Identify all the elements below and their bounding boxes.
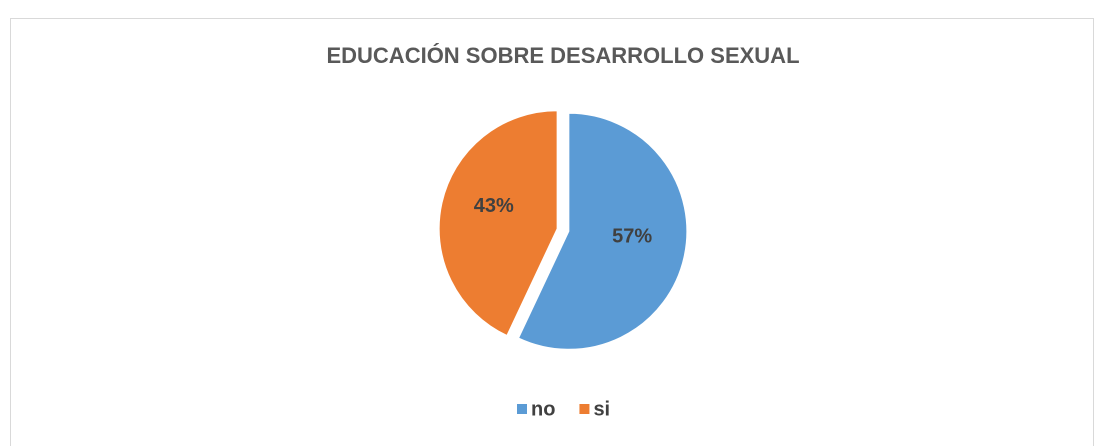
chart-title: EDUCACIÓN SOBRE DESARROLLO SEXUAL [326, 43, 799, 68]
pie-slice [438, 110, 558, 337]
pie-slice [517, 112, 688, 350]
data-label: 43% [474, 195, 514, 217]
data-label: 57% [612, 226, 652, 248]
legend-swatch [579, 404, 590, 414]
legend-swatch [517, 404, 527, 414]
legend-label: no [531, 398, 555, 420]
legend-label: si [593, 398, 610, 420]
